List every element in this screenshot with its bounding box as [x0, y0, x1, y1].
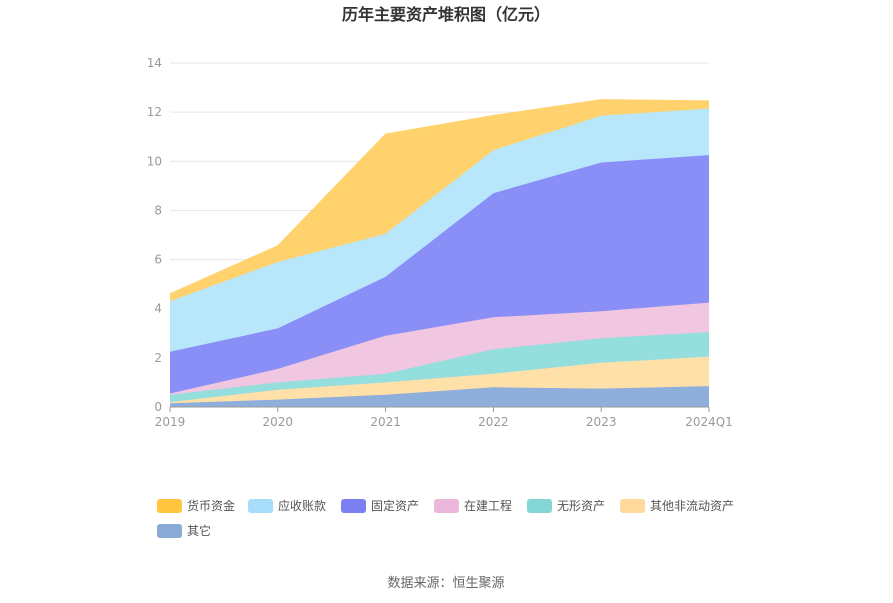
legend-label: 货币资金 — [187, 498, 235, 513]
legend-label: 固定资产 — [371, 498, 419, 513]
area-series-4 — [170, 155, 709, 394]
plot-area — [169, 99, 710, 407]
legend-item: 在建工程 — [434, 498, 512, 513]
legend-item: 固定资产 — [341, 498, 419, 513]
y-tick-label: 4 — [154, 302, 162, 316]
legend-item: 应收账款 — [248, 498, 326, 513]
y-tick-label: 6 — [154, 253, 162, 267]
legend-label: 其他非流动资产 — [650, 499, 734, 513]
x-tick-label: 2022 — [478, 415, 509, 429]
y-tick-label: 14 — [147, 56, 162, 70]
y-tick-label: 12 — [147, 105, 162, 119]
legend-swatch — [620, 499, 645, 513]
legend-swatch — [527, 499, 552, 513]
legend-item: 其他非流动资产 — [620, 499, 734, 513]
legend-label: 其它 — [187, 523, 211, 538]
x-tick-label: 2020 — [263, 415, 294, 429]
area-series-0 — [170, 386, 709, 407]
legend-label: 在建工程 — [464, 498, 512, 513]
area-series-5 — [170, 108, 709, 352]
y-tick-label: 2 — [154, 351, 162, 365]
legend-swatch — [341, 499, 366, 513]
chart-title: 历年主要资产堆积图（亿元） — [342, 5, 550, 24]
area-series-1 — [170, 356, 709, 404]
x-tick-label: 2024Q1 — [685, 415, 733, 429]
legend-swatch — [434, 499, 459, 513]
x-tick-label: 2019 — [155, 415, 186, 429]
y-tick-label: 8 — [154, 203, 162, 217]
area-series-6 — [170, 99, 709, 302]
legend-item: 货币资金 — [157, 498, 235, 513]
x-tick-label: 2021 — [370, 415, 401, 429]
data-source: 数据来源：恒生聚源 — [387, 576, 504, 591]
y-tick-label: 10 — [147, 154, 162, 168]
legend-item: 无形资产 — [527, 499, 605, 513]
legend-label: 应收账款 — [278, 498, 326, 513]
legend-swatch — [248, 499, 273, 513]
area-series-2 — [170, 332, 709, 403]
legend-swatch — [157, 499, 182, 513]
legend-label: 无形资产 — [557, 499, 605, 513]
legend-swatch — [157, 524, 182, 538]
x-tick-label: 2023 — [586, 415, 617, 429]
area-edge-1 — [169, 355, 710, 403]
legend-item: 其它 — [157, 523, 211, 538]
area-edge-6 — [169, 99, 710, 295]
area-series-3 — [170, 302, 709, 395]
axes: 0 2 4 6 8 10 12 14 2019 2020 2021 2022 2023 2024Q1 — [147, 56, 733, 429]
y-tick-label: 0 — [154, 400, 162, 414]
